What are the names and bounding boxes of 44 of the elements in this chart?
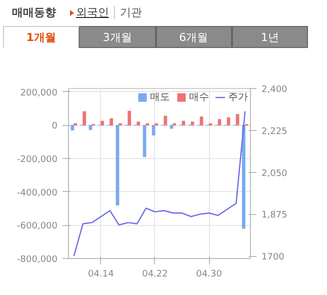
text: 1개월 — [3, 26, 80, 48]
text: 6개월 — [156, 26, 232, 48]
legend-label: 매도 — [150, 91, 170, 104]
y2-tick-label: 1700 — [262, 252, 285, 263]
text: 외국인 — [76, 6, 109, 19]
bar — [236, 114, 240, 126]
bar — [128, 110, 132, 126]
bar — [164, 116, 168, 126]
bar — [70, 124, 74, 130]
bar — [182, 120, 186, 126]
bar — [170, 124, 174, 129]
chart-title: 매매동향 — [12, 6, 56, 19]
bar — [190, 122, 194, 126]
bar — [218, 119, 222, 126]
y-tick-label: -600,000 — [17, 222, 58, 232]
x-tick-label: 04.22 — [142, 270, 168, 280]
bar — [110, 118, 114, 126]
y-tick-label: -800,000 — [17, 255, 58, 265]
bar — [152, 124, 156, 136]
line-series — [73, 110, 246, 257]
y-tick-label: 200,000 — [20, 88, 58, 98]
legend-label: 주가 — [228, 91, 248, 104]
y-tick-label: -200,000 — [17, 155, 58, 165]
bar — [242, 124, 246, 229]
bar — [82, 111, 86, 126]
bar — [116, 124, 120, 206]
text: 3개월 — [79, 26, 156, 48]
x-tick-label: 04.30 — [196, 270, 222, 280]
bar — [100, 120, 104, 126]
text: 기관 — [114, 6, 142, 19]
bar — [200, 116, 204, 126]
y2-tick-label: 2,400 — [262, 85, 288, 95]
y2-tick-label: 2,050 — [262, 168, 288, 179]
legend-label: 매수 — [189, 91, 209, 104]
y2-tick-label: 2,225 — [262, 126, 288, 137]
bar — [88, 124, 92, 130]
y-tick-label: -400,000 — [17, 188, 58, 198]
bar — [226, 117, 230, 126]
x-tick-label: 04.14 — [88, 270, 114, 280]
bar — [136, 122, 140, 126]
bar — [142, 124, 146, 158]
text: 1년 — [232, 26, 308, 48]
y2-tick-label: 1,875 — [262, 210, 288, 221]
y-tick-label: 0 — [52, 122, 58, 132]
